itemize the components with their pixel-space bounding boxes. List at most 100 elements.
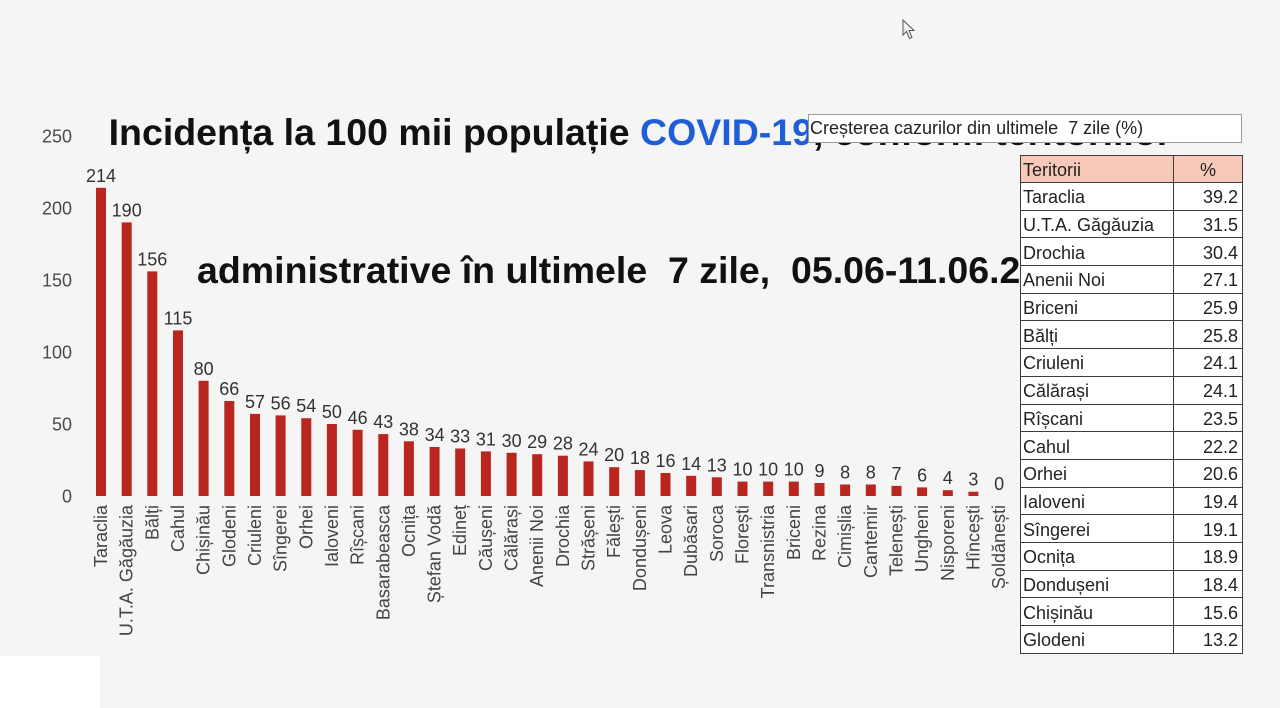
bar — [532, 454, 543, 496]
bar — [506, 452, 517, 496]
category-label: Hîncești — [963, 505, 983, 570]
category-label: Briceni — [784, 505, 804, 560]
bar — [455, 448, 466, 496]
percent-cell: 18.9 — [1173, 541, 1243, 571]
percent-cell: 18.4 — [1173, 569, 1243, 599]
bar — [840, 484, 851, 496]
bar — [403, 441, 414, 496]
value-label: 8 — [866, 463, 876, 483]
y-axis-tick-label: 100 — [42, 343, 72, 363]
value-label: 24 — [578, 439, 598, 459]
title-text-start: Incidența la 100 mii populație — [108, 111, 641, 153]
bar — [275, 415, 286, 496]
bar — [378, 434, 389, 496]
category-label: Soroca — [707, 504, 727, 562]
territory-cell: Ialoveni — [1020, 486, 1174, 516]
bar — [429, 447, 440, 496]
table-row: Dondușeni 18.4 — [1020, 569, 1243, 599]
percent-cell: 22.2 — [1173, 431, 1243, 460]
percent-cell: 15.6 — [1173, 597, 1243, 626]
category-label: Telenești — [887, 505, 907, 576]
category-label: Criuleni — [245, 505, 265, 566]
category-label: Transnistria — [758, 504, 778, 598]
column-header-territory: Teritorii — [1020, 155, 1174, 183]
category-label: Drochia — [553, 504, 573, 567]
territory-cell: Glodeni — [1020, 625, 1174, 654]
percent-cell: 27.1 — [1173, 265, 1243, 294]
mouse-pointer-icon — [902, 19, 916, 40]
value-label: 7 — [891, 464, 901, 484]
table-row: U.T.A. Găgăuzia 31.5 — [1020, 209, 1243, 239]
bar — [788, 481, 799, 496]
table-row: Bălți 25.8 — [1020, 320, 1243, 350]
table-row: Călărași 24.1 — [1020, 375, 1243, 405]
percent-cell: 24.1 — [1173, 348, 1243, 377]
chart-title: Incidența la 100 mii populație COVID-19,… — [0, 17, 1280, 339]
percent-cell: 13.2 — [1173, 625, 1243, 654]
category-label: Căușeni — [476, 505, 496, 571]
percent-cell: 31.5 — [1173, 209, 1243, 239]
bar — [865, 484, 876, 496]
bar — [480, 451, 491, 496]
percent-cell: 24.1 — [1173, 375, 1243, 405]
value-label: 34 — [425, 425, 445, 445]
bar — [942, 490, 953, 496]
table-row: Anenii Noi 27.1 — [1020, 265, 1243, 294]
value-label: 6 — [917, 465, 927, 485]
category-label: Sîngerei — [271, 505, 291, 572]
table-row: Drochia 30.4 — [1020, 237, 1243, 267]
bar — [198, 380, 209, 496]
value-label: 10 — [732, 460, 752, 480]
value-label: 66 — [219, 379, 239, 399]
percent-cell: 23.5 — [1173, 403, 1243, 433]
territory-cell: Ocnița — [1020, 541, 1174, 571]
table-row: Criuleni 24.1 — [1020, 348, 1243, 377]
category-label: Taraclia — [91, 504, 111, 567]
value-label: 31 — [476, 429, 496, 449]
value-label: 18 — [630, 448, 650, 468]
value-label: 30 — [502, 431, 522, 451]
title-highlight: COVID-19 — [640, 111, 813, 153]
category-label: Cimișlia — [835, 504, 855, 568]
percent-cell: 25.9 — [1173, 292, 1243, 322]
table-row: Taraclia 39.2 — [1020, 182, 1243, 211]
territory-cell: Dondușeni — [1020, 569, 1174, 599]
bar — [173, 330, 183, 496]
table-header-row: Teritorii % — [1020, 155, 1243, 183]
bar — [686, 475, 697, 496]
y-axis-tick-label: 250 — [42, 127, 72, 147]
value-label: 50 — [322, 402, 342, 422]
territory-cell: Briceni — [1020, 292, 1174, 322]
bar — [763, 481, 774, 496]
value-label: 38 — [399, 419, 419, 439]
value-label: 56 — [271, 393, 291, 413]
percent-cell: 19.4 — [1173, 486, 1243, 516]
bar — [814, 483, 825, 496]
y-axis-tick-label: 50 — [52, 415, 72, 435]
bar — [737, 481, 748, 496]
territory-cell: Călărași — [1020, 375, 1174, 405]
value-label: 20 — [604, 445, 624, 465]
territory-cell: Criuleni — [1020, 348, 1174, 377]
percent-cell: 19.1 — [1173, 514, 1243, 543]
territory-cell: Cahul — [1020, 431, 1174, 460]
category-label: Dubăsari — [681, 505, 701, 577]
bar — [917, 487, 928, 496]
value-label: 156 — [137, 249, 167, 269]
y-axis-tick-label: 0 — [62, 487, 72, 507]
category-label: Cantemir — [861, 505, 881, 578]
table-row: Orhei 20.6 — [1020, 458, 1243, 488]
bar — [352, 429, 363, 496]
value-label: 46 — [348, 408, 368, 428]
territory-cell: Anenii Noi — [1020, 265, 1174, 294]
table-row: Glodeni 13.2 — [1020, 625, 1243, 654]
territory-cell: Taraclia — [1020, 182, 1174, 211]
category-label: Leova — [656, 504, 676, 554]
column-header-percent: % — [1173, 155, 1243, 183]
value-label: 190 — [112, 200, 142, 220]
value-label: 29 — [527, 432, 547, 452]
territory-cell: Rîșcani — [1020, 403, 1174, 433]
percent-cell: 30.4 — [1173, 237, 1243, 267]
territory-cell: Bălți — [1020, 320, 1174, 350]
category-label: Ocnița — [399, 504, 419, 557]
